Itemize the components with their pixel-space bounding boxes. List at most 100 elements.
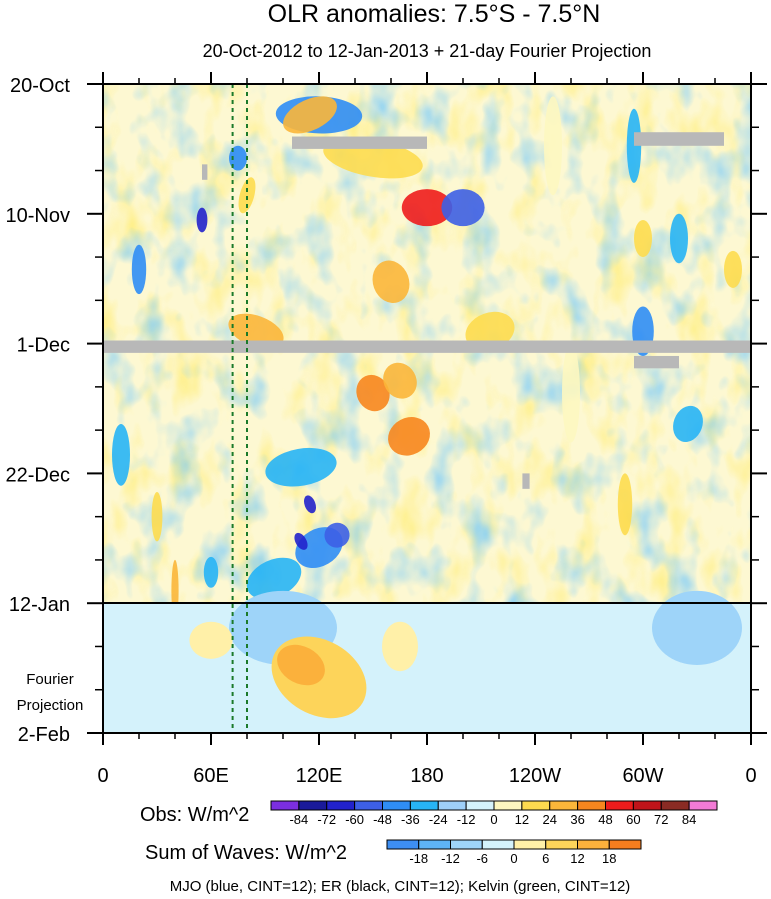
missing-data-bars (103, 132, 751, 489)
missing-data-bar (202, 164, 208, 180)
colorbar-tick-label: 72 (654, 812, 668, 827)
colorbar-swatch (513, 839, 547, 850)
olr-anomaly-patches (103, 96, 751, 733)
y-tick-label: 10-Nov (6, 205, 70, 227)
olr-anomaly-patch (372, 260, 410, 304)
colorbar-swatch (521, 800, 551, 811)
projection-anomaly-patch (277, 644, 325, 686)
colorbar-tick-label: 24 (543, 812, 557, 827)
olr-anomaly-patch (196, 207, 208, 233)
missing-data-bar (103, 340, 751, 353)
y-axis: 20-Oct 10-Nov 1-Dec 22-Dec 12-Jan 2-Feb (6, 75, 767, 746)
colorbar-tick-label: 36 (570, 812, 584, 827)
olr-anomaly-patch (441, 189, 485, 227)
chart-title: OLR anomalies: 7.5°S - 7.5°N (268, 0, 601, 28)
olr-anomaly-patch (562, 343, 580, 443)
colorbar-tick-label: -18 (409, 851, 428, 866)
colorbar-swatch (549, 800, 579, 811)
x-tick-label: 60E (193, 765, 229, 787)
colorbar-swatch (409, 800, 439, 811)
olr-anomaly-patch (203, 556, 219, 588)
colorbar-swatch (418, 839, 451, 850)
waves-colorbar: -18 -12 -6 0 6 12 18 (386, 839, 642, 866)
colorbar-tick-label: 0 (490, 812, 497, 827)
waves-colorbar-label: Sum of Waves: W/m^2 (145, 842, 347, 864)
olr-anomaly-patch (246, 557, 302, 600)
colorbar-swatch (577, 800, 606, 811)
olr-anomaly-patch (617, 473, 633, 536)
colorbar-tick-label: 12 (515, 812, 529, 827)
olr-anomaly-patch (112, 423, 130, 486)
colorbar-swatch (632, 800, 662, 811)
projection-label-line2: Projection (17, 697, 84, 714)
colorbar-swatch (493, 800, 523, 811)
x-tick-label: 120W (509, 765, 561, 787)
colorbar-swatch (326, 800, 356, 811)
projection-label-line1: Fourier (26, 671, 74, 688)
olr-anomaly-patch (265, 447, 337, 487)
colorbar-tick-label: -6 (476, 851, 488, 866)
colorbar-tick-label: -36 (401, 812, 420, 827)
x-tick-label: 60W (622, 765, 663, 787)
colorbar-tick-label: -24 (429, 812, 448, 827)
projection-anomaly-patch (652, 590, 742, 666)
olr-anomaly-patch (228, 313, 284, 349)
olr-anomaly-patch (131, 244, 147, 295)
olr-anomaly-patch (324, 522, 350, 548)
colorbar-swatch (437, 800, 467, 811)
colorbar-tick-label: -48 (373, 812, 392, 827)
y-tick-label: 22-Dec (6, 464, 70, 486)
colorbar-swatch (450, 839, 483, 850)
colorbar-tick-label: -12 (457, 812, 476, 827)
chart-subtitle: 20-Oct-2012 to 12-Jan-2013 + 21-day Four… (203, 41, 652, 61)
plot-area (103, 84, 751, 733)
y-tick-label: 12-Jan (9, 594, 70, 616)
colorbar-tick-label: -84 (289, 812, 308, 827)
y-tick-label: 2-Feb (18, 724, 70, 746)
missing-data-bar (634, 355, 679, 369)
missing-data-bar (522, 473, 530, 489)
olr-anomaly-patch (401, 189, 453, 227)
wave-legend-text: MJO (blue, CINT=12); ER (black, CINT=12)… (170, 878, 631, 895)
olr-anomaly-patch (294, 532, 308, 550)
y-tick-label: 20-Oct (10, 75, 70, 97)
colorbar-swatch (465, 800, 495, 811)
obs-colorbar-label: Obs: W/m^2 (140, 804, 249, 826)
olr-anomaly-patch (304, 495, 316, 514)
colorbar-tick-label: -60 (345, 812, 364, 827)
olr-anomaly-patch (634, 219, 652, 258)
colorbar-swatch (354, 800, 383, 811)
colorbar-swatch (660, 800, 690, 811)
colorbar-tick-label: 18 (602, 851, 616, 866)
x-tick-label: 120E (296, 765, 343, 787)
colorbar-tick-label: -72 (317, 812, 336, 827)
colorbar-swatch (382, 800, 411, 811)
colorbar-tick-label: 0 (510, 851, 517, 866)
x-tick-label: 0 (745, 765, 756, 787)
obs-colorbar: -84 -72 -60 -48 -36 -24 -12 0 12 24 36 48 60 72 84 (270, 800, 718, 827)
olr-anomaly-patch (356, 374, 390, 412)
colorbar-tick-label: 48 (598, 812, 612, 827)
x-tick-label: 0 (97, 765, 108, 787)
colorbar-tick-label: -12 (441, 851, 460, 866)
olr-anomaly-patch (238, 177, 256, 214)
colorbar-swatch (608, 839, 642, 850)
y-tick-label: 1-Dec (17, 335, 70, 357)
projection-anomaly-patch (382, 621, 418, 672)
olr-anomaly-patch (670, 213, 688, 264)
colorbar-swatch (605, 800, 634, 811)
olr-anomaly-patch (724, 250, 742, 288)
olr-anomaly-patch (151, 491, 163, 542)
olr-anomaly-patch (383, 362, 417, 399)
colorbar-tick-label: 84 (682, 812, 696, 827)
missing-data-bar (292, 136, 427, 149)
olr-anomaly-patch (388, 417, 430, 456)
colorbar-swatch (545, 839, 578, 850)
colorbar-swatch (577, 839, 610, 850)
projection-anomaly-patch (189, 621, 233, 659)
olr-anomaly-patch (544, 96, 562, 196)
x-tick-label: 180 (410, 765, 443, 787)
colorbar-swatch (481, 839, 515, 850)
x-axis: 0 60E 120E 180 120W 60W 0 (97, 72, 757, 787)
